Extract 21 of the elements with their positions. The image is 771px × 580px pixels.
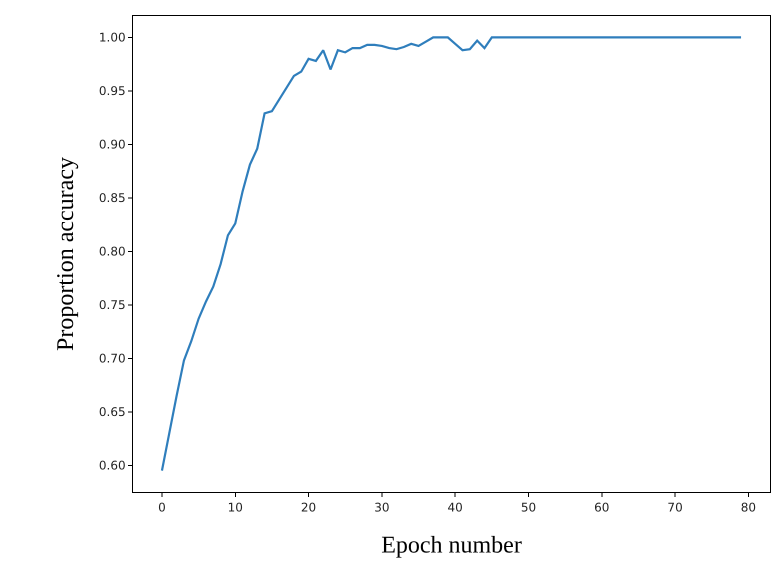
y-tick-label: 0.65 [98,404,126,419]
x-tick-label: 80 [740,500,756,514]
x-tick-label: 40 [448,500,463,514]
y-tick-label: 0.60 [98,458,126,472]
x-tick-label: 50 [520,500,536,514]
y-tick-label: 0.75 [98,298,126,312]
line-series [160,36,742,472]
x-tick-label: 70 [667,500,683,514]
x-tick-label: 20 [300,500,316,514]
y-tick-label: 0.95 [98,84,126,98]
y-tick-label: 0.80 [98,244,126,259]
y-tick-label: 1.00 [98,30,126,45]
x-tick-label: 10 [228,500,243,514]
x-tick-label: 0 [158,500,166,514]
y-tick-label: 0.70 [98,351,126,366]
x-axis-title: Epoch number [381,532,522,559]
y-tick-label: 0.85 [98,191,126,206]
x-tick-label: 30 [374,500,390,514]
y-tick-label: 0.90 [98,138,126,152]
x-tick-label: 60 [594,500,610,514]
y-axis-title: Proportion accuracy [52,157,79,351]
